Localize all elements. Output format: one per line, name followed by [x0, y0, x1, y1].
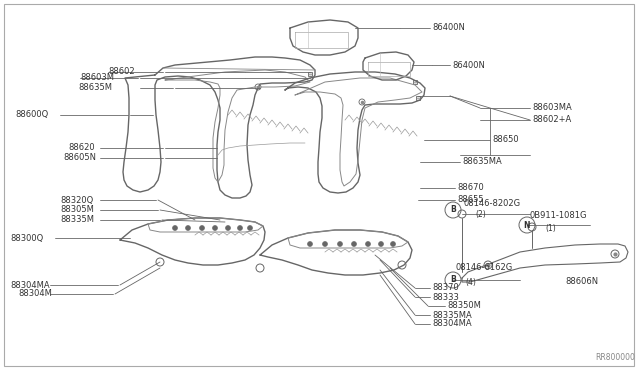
Text: (4): (4): [465, 278, 476, 286]
Text: 86400N: 86400N: [432, 23, 465, 32]
Text: 88602: 88602: [108, 67, 134, 77]
Bar: [416, 96, 420, 100]
Text: 08146-6162G: 08146-6162G: [455, 263, 512, 273]
Text: 88620: 88620: [68, 144, 95, 153]
Text: 88304MA: 88304MA: [432, 320, 472, 328]
Text: B: B: [450, 276, 456, 285]
Circle shape: [237, 225, 243, 231]
Text: 88600Q: 88600Q: [15, 110, 48, 119]
Circle shape: [378, 241, 383, 247]
Text: 88370: 88370: [432, 283, 459, 292]
Circle shape: [307, 241, 312, 247]
Text: 88603M: 88603M: [80, 74, 114, 83]
Text: N: N: [524, 221, 531, 230]
Text: 88350M: 88350M: [447, 301, 481, 311]
Circle shape: [365, 241, 371, 247]
Circle shape: [337, 241, 342, 247]
Bar: [308, 72, 312, 76]
Circle shape: [248, 225, 253, 231]
Text: 88670: 88670: [457, 183, 484, 192]
Text: 88320Q: 88320Q: [60, 196, 93, 205]
Text: 08146-8202G: 08146-8202G: [464, 199, 521, 208]
Text: RR800000: RR800000: [595, 353, 635, 362]
Text: 88304M: 88304M: [18, 289, 52, 298]
Text: 88606N: 88606N: [565, 278, 598, 286]
Circle shape: [390, 241, 396, 247]
Text: (1): (1): [545, 224, 556, 232]
Text: 88635MA: 88635MA: [462, 157, 502, 167]
Circle shape: [225, 225, 230, 231]
Text: 88602+A: 88602+A: [532, 115, 572, 125]
Text: 88335MA: 88335MA: [432, 311, 472, 320]
Text: 88335M: 88335M: [60, 215, 94, 224]
Text: 88655: 88655: [457, 196, 484, 205]
Text: 88605N: 88605N: [63, 154, 96, 163]
Text: 88603MA: 88603MA: [532, 103, 572, 112]
Circle shape: [173, 225, 177, 231]
Circle shape: [186, 225, 191, 231]
Bar: [413, 80, 417, 84]
Text: 86400N: 86400N: [452, 61, 485, 70]
Text: 88304MA: 88304MA: [10, 280, 50, 289]
Circle shape: [212, 225, 218, 231]
Text: 88300Q: 88300Q: [10, 234, 44, 243]
Circle shape: [323, 241, 328, 247]
Text: B: B: [450, 205, 456, 215]
Text: 88333: 88333: [432, 292, 459, 301]
Text: 88305M: 88305M: [60, 205, 94, 215]
Text: 88635M: 88635M: [78, 83, 112, 93]
Text: 88650: 88650: [492, 135, 518, 144]
Text: 0B911-1081G: 0B911-1081G: [530, 211, 588, 219]
Circle shape: [200, 225, 205, 231]
Circle shape: [351, 241, 356, 247]
Text: (2): (2): [475, 209, 486, 218]
